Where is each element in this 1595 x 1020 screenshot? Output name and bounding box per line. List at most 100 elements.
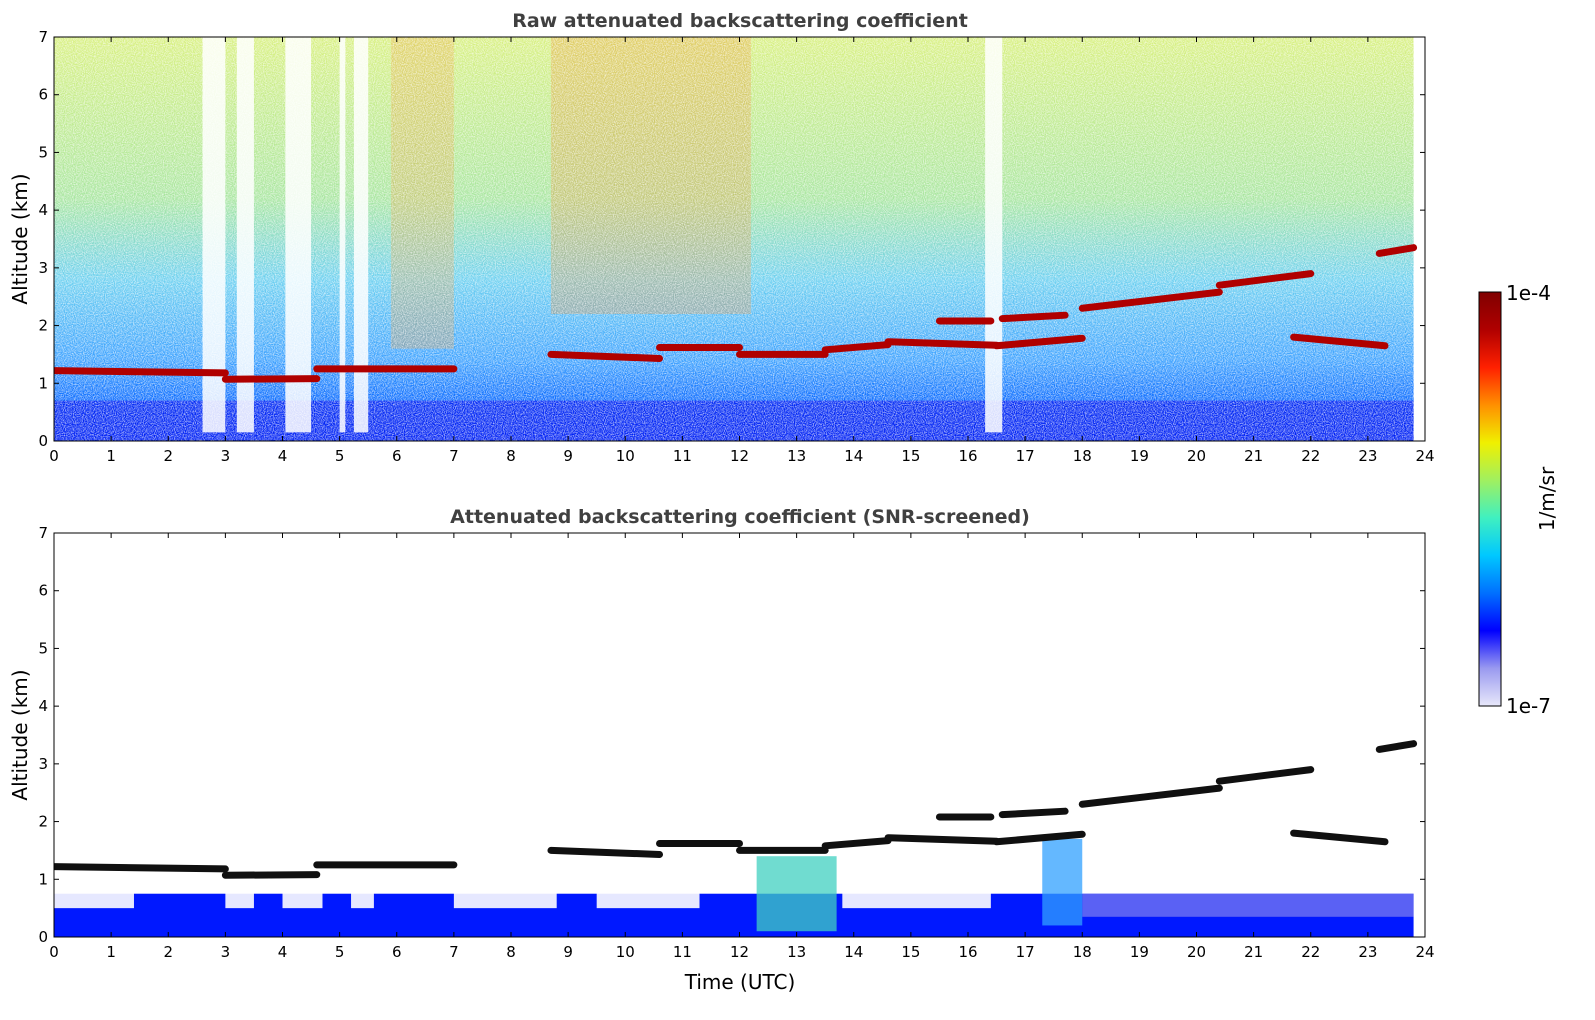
cloud-layer bbox=[1290, 333, 1389, 350]
raw-noise-speckle bbox=[54, 37, 1414, 441]
x-tick-label: 23 bbox=[1358, 447, 1377, 465]
screened-backscatter-plot-area bbox=[54, 740, 1418, 937]
colorbar-frame bbox=[1478, 291, 1502, 707]
x-tick-label: 4 bbox=[278, 943, 288, 961]
y-tick-label: 7 bbox=[38, 524, 48, 542]
y-tick-label: 1 bbox=[38, 374, 48, 392]
x-tick-label: 9 bbox=[563, 447, 573, 465]
x-tick-label: 18 bbox=[1073, 943, 1092, 961]
x-tick-label: 10 bbox=[616, 943, 635, 961]
x-tick-label: 18 bbox=[1073, 447, 1092, 465]
x-tick-label: 1 bbox=[106, 943, 116, 961]
cloud-layer bbox=[547, 846, 664, 858]
raw-backscatter-y-ticks: 0 1 2 3 4 5 6 7 bbox=[38, 28, 1425, 450]
cloud-layer bbox=[547, 350, 664, 362]
x-tick-label: 0 bbox=[49, 943, 59, 961]
x-tick-label: 17 bbox=[1016, 447, 1035, 465]
x-tick-label: 0 bbox=[49, 447, 59, 465]
y-tick-label: 2 bbox=[38, 813, 48, 831]
x-tick-label: 5 bbox=[335, 943, 345, 961]
x-tick-label: 22 bbox=[1301, 943, 1320, 961]
x-tick-label: 11 bbox=[673, 943, 692, 961]
x-tick-label: 2 bbox=[163, 943, 173, 961]
y-tick-label: 6 bbox=[38, 582, 48, 600]
screened-backscatter-panel: Attenuated backscattering coefficient (S… bbox=[8, 506, 1435, 994]
x-tick-label: 9 bbox=[563, 943, 573, 961]
screened-backscatter-ylabel: Altitude (km) bbox=[8, 669, 32, 800]
screened-precip-region bbox=[756, 856, 837, 932]
screened-gap bbox=[842, 873, 991, 909]
y-tick-label: 4 bbox=[38, 201, 48, 219]
y-tick-label: 3 bbox=[38, 755, 48, 773]
x-tick-label: 5 bbox=[335, 447, 345, 465]
screened-backscatter-y-ticks: 0 1 2 3 4 5 6 7 bbox=[38, 524, 1425, 946]
colorbar-gradient bbox=[1479, 292, 1501, 706]
x-tick-label: 3 bbox=[221, 447, 231, 465]
colorbar-max-label: 1e-4 bbox=[1506, 281, 1551, 305]
x-tick-label: 1 bbox=[106, 447, 116, 465]
screened-gap bbox=[225, 873, 254, 909]
x-tick-label: 24 bbox=[1415, 943, 1434, 961]
x-tick-label: 11 bbox=[673, 447, 692, 465]
x-tick-label: 21 bbox=[1244, 943, 1263, 961]
y-tick-label: 2 bbox=[38, 317, 48, 335]
raw-clear-gap bbox=[353, 37, 369, 433]
cloud-layer bbox=[993, 830, 1086, 846]
x-tick-label: 14 bbox=[844, 943, 863, 961]
x-tick-label: 2 bbox=[163, 447, 173, 465]
screened-backscatter-x-ticks: 0 1 2 3 4 5 6 7 8 9 10 11 12 13 14 15 16 17 18 19 20 21 22 23 24 bbox=[49, 533, 1435, 961]
x-tick-label: 16 bbox=[958, 943, 977, 961]
x-tick-label: 14 bbox=[844, 447, 863, 465]
cloud-layer bbox=[993, 334, 1086, 350]
cloud-layer bbox=[54, 367, 229, 377]
x-tick-label: 24 bbox=[1415, 447, 1434, 465]
cloud-layer bbox=[54, 863, 229, 873]
x-tick-label: 7 bbox=[449, 943, 459, 961]
raw-clear-gap bbox=[339, 37, 346, 433]
raw-backscatter-plot-area bbox=[54, 37, 1418, 441]
x-tick-label: 6 bbox=[392, 943, 402, 961]
x-tick-label: 12 bbox=[730, 943, 749, 961]
x-tick-label: 12 bbox=[730, 447, 749, 465]
y-tick-label: 7 bbox=[38, 28, 48, 46]
raw-clear-gap bbox=[985, 37, 1003, 433]
raw-backscatter-ylabel: Altitude (km) bbox=[8, 173, 32, 304]
x-tick-label: 19 bbox=[1130, 943, 1149, 961]
colorbar: 1e-4 1e-7 1/m/sr bbox=[1478, 281, 1559, 718]
time-axis-label: Time (UTC) bbox=[684, 970, 796, 994]
x-tick-label: 8 bbox=[506, 447, 516, 465]
cloud-layer bbox=[821, 837, 892, 850]
screened-gap bbox=[351, 873, 374, 909]
screened-gap bbox=[282, 873, 323, 909]
y-tick-label: 5 bbox=[38, 639, 48, 657]
screened-gap bbox=[453, 873, 557, 909]
x-tick-label: 10 bbox=[616, 447, 635, 465]
x-tick-label: 21 bbox=[1244, 447, 1263, 465]
cloud-layer bbox=[221, 375, 321, 383]
x-tick-label: 23 bbox=[1358, 943, 1377, 961]
raw-backscatter-panel: Raw attenuated backscattering coefficien… bbox=[8, 10, 1435, 465]
y-tick-label: 1 bbox=[38, 870, 48, 888]
x-tick-label: 20 bbox=[1187, 447, 1206, 465]
y-tick-label: 5 bbox=[38, 143, 48, 161]
cloud-layer bbox=[1078, 784, 1223, 808]
cloud-layer bbox=[1290, 829, 1389, 846]
screened-boundary-layer-top bbox=[1082, 893, 1414, 917]
screened-backscatter-title: Attenuated backscattering coefficient (S… bbox=[450, 506, 1030, 528]
y-tick-label: 0 bbox=[38, 928, 48, 946]
cloud-layer bbox=[998, 807, 1069, 819]
x-tick-label: 13 bbox=[787, 447, 806, 465]
x-tick-label: 13 bbox=[787, 943, 806, 961]
colorbar-unit-label: 1/m/sr bbox=[1535, 466, 1559, 531]
x-tick-label: 15 bbox=[901, 447, 920, 465]
x-tick-label: 7 bbox=[449, 447, 459, 465]
cloud-layer bbox=[998, 311, 1069, 323]
x-tick-label: 3 bbox=[221, 943, 231, 961]
y-tick-label: 0 bbox=[38, 432, 48, 450]
cloud-layer bbox=[221, 871, 321, 879]
colorbar-min-label: 1e-7 bbox=[1506, 694, 1551, 718]
x-tick-label: 22 bbox=[1301, 447, 1320, 465]
cloud-layer bbox=[1078, 288, 1223, 312]
cloud-layer bbox=[884, 338, 1001, 349]
cloud-layer bbox=[1215, 766, 1315, 785]
